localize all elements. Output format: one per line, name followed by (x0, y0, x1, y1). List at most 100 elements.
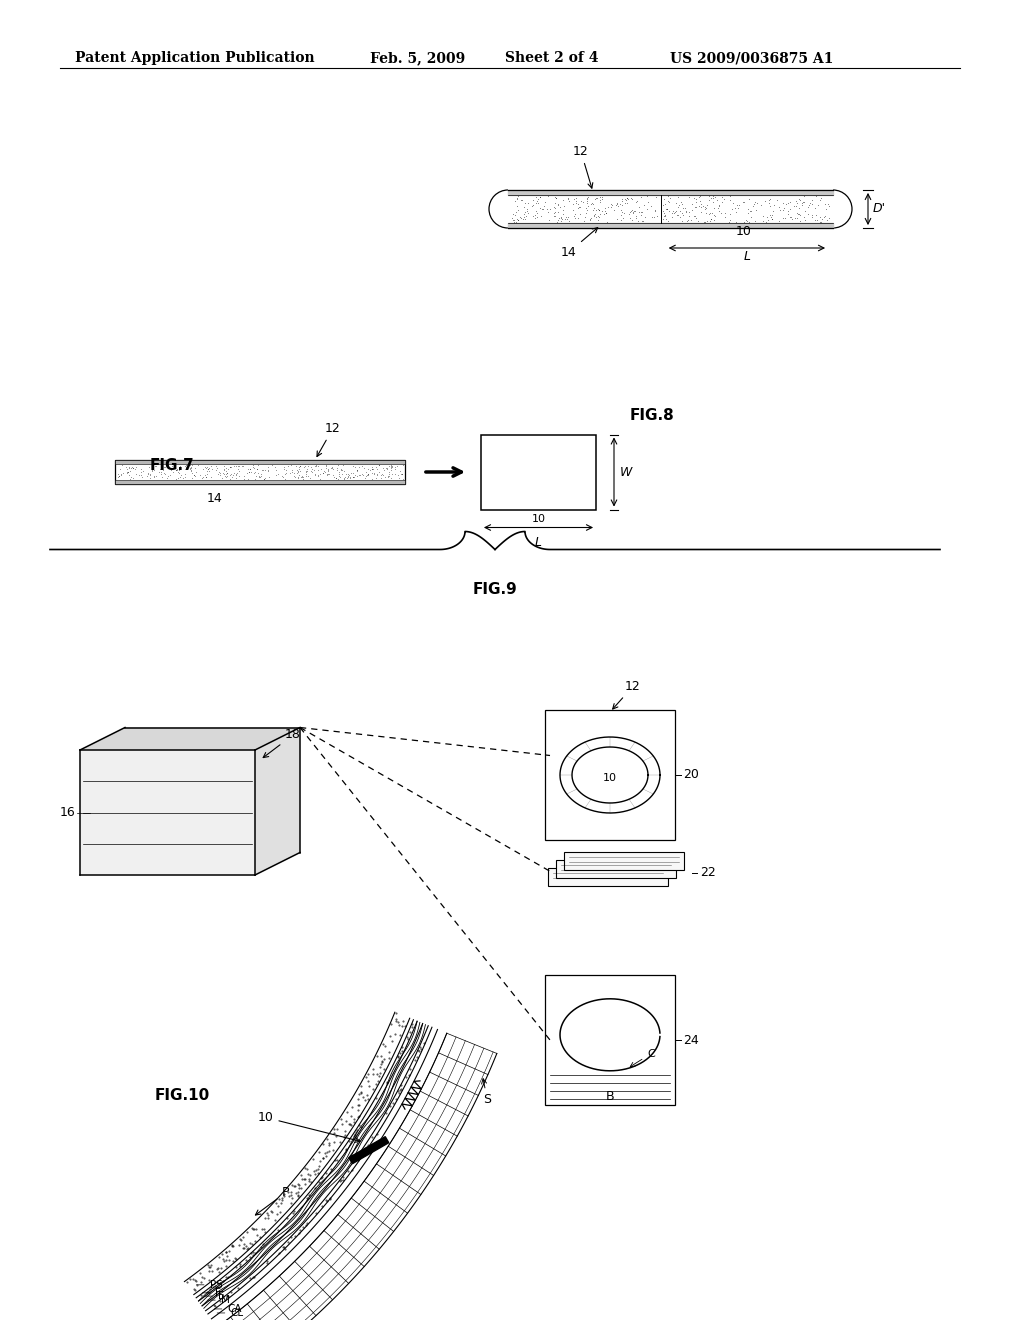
Point (618, 187, 635, 209)
Point (820, 195, 837, 216)
Point (308, 455, 325, 477)
Point (756, 205, 772, 226)
Point (516, 197, 532, 218)
Point (251, 465, 267, 486)
Point (621, 203, 637, 224)
Point (738, 210, 755, 231)
Point (163, 459, 179, 480)
Polygon shape (80, 750, 255, 875)
Point (685, 205, 701, 226)
Point (524, 195, 541, 216)
Point (255, 459, 271, 480)
Point (710, 198, 726, 219)
Point (298, 458, 314, 479)
Point (303, 461, 319, 482)
Point (290, 461, 306, 482)
Point (785, 195, 802, 216)
Point (762, 195, 778, 216)
Point (144, 459, 161, 480)
Point (236, 469, 252, 490)
Point (810, 194, 826, 215)
Point (722, 186, 738, 207)
Point (598, 202, 614, 223)
Point (257, 467, 273, 488)
Point (358, 466, 375, 487)
Point (359, 465, 376, 486)
Point (804, 205, 820, 226)
Point (164, 458, 180, 479)
Point (776, 207, 793, 228)
Point (375, 465, 391, 486)
Point (686, 187, 702, 209)
Text: CL: CL (217, 1308, 244, 1317)
Point (590, 199, 606, 220)
Point (139, 466, 156, 487)
Point (287, 466, 303, 487)
Point (695, 211, 712, 232)
Point (364, 457, 380, 478)
Point (325, 465, 341, 486)
Point (289, 462, 305, 483)
Point (671, 194, 687, 215)
Point (318, 465, 335, 486)
Point (647, 199, 664, 220)
Point (181, 455, 198, 477)
Point (705, 186, 721, 207)
Point (559, 209, 575, 230)
Point (323, 458, 339, 479)
Point (325, 457, 341, 478)
Point (639, 186, 655, 207)
Point (216, 458, 232, 479)
Point (796, 191, 812, 213)
Point (527, 201, 544, 222)
Point (618, 189, 635, 210)
Point (800, 203, 816, 224)
Point (111, 465, 127, 486)
Point (656, 206, 673, 227)
Point (151, 462, 167, 483)
Point (690, 210, 707, 231)
Point (221, 457, 238, 478)
Point (774, 199, 791, 220)
Point (359, 463, 376, 484)
Point (354, 463, 371, 484)
Point (730, 198, 746, 219)
Point (642, 195, 658, 216)
Point (394, 463, 411, 484)
Point (609, 193, 626, 214)
Point (215, 459, 231, 480)
Point (392, 461, 409, 482)
Point (645, 206, 662, 227)
Point (812, 211, 828, 232)
Point (369, 458, 385, 479)
Point (298, 462, 314, 483)
Point (589, 187, 605, 209)
Point (674, 202, 690, 223)
Point (792, 190, 808, 211)
Point (330, 469, 346, 490)
Point (371, 455, 387, 477)
Point (635, 211, 651, 232)
Point (184, 454, 201, 475)
Point (655, 199, 672, 220)
Point (383, 467, 399, 488)
Point (791, 197, 807, 218)
Point (302, 467, 318, 488)
Point (310, 466, 327, 487)
Point (547, 198, 563, 219)
Point (172, 465, 188, 486)
Point (157, 463, 173, 484)
Point (170, 462, 186, 483)
Point (618, 187, 635, 209)
Point (781, 206, 798, 227)
Point (291, 457, 307, 478)
Point (727, 201, 743, 222)
Point (292, 461, 308, 482)
Point (190, 455, 207, 477)
Point (131, 463, 147, 484)
Point (390, 467, 407, 488)
Point (527, 193, 544, 214)
Point (510, 210, 526, 231)
Point (121, 465, 137, 486)
Point (304, 461, 321, 482)
